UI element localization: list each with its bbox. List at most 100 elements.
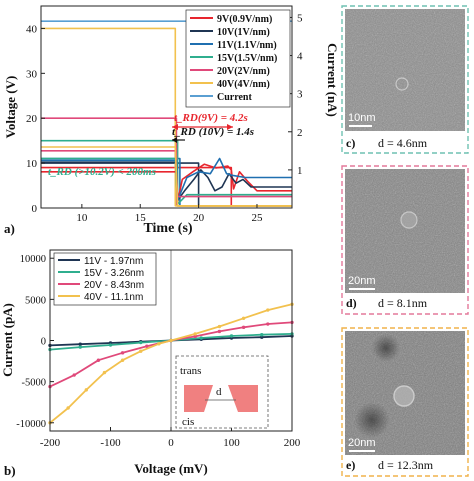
- b-ytick-label: 5000: [25, 295, 46, 306]
- rd-high-annotation: t_RD (>10.2V) < 200ms: [48, 166, 156, 178]
- legend-b-20v: 20V - 8.43nm: [84, 280, 144, 291]
- legend-a-15v: 15V(1.5V/nm): [217, 53, 277, 64]
- iv-point-20v-8-43nm: [266, 322, 270, 326]
- rd10-annotation: t_RD (10V) = 1.4s: [172, 126, 254, 138]
- iv-point-15v-3-26nm: [260, 333, 264, 337]
- tem-panel-e: 20nm e) d = 12.3nm: [341, 327, 469, 477]
- iv-point-40v-11-1nm: [139, 349, 143, 353]
- panel-a-annotations: t_RD(9V) = 4.2s t_RD (10V) = 1.4s t_RD (…: [48, 112, 254, 178]
- series-current-40v: [41, 146, 292, 207]
- panel-a-y2label: Current (nA): [325, 43, 340, 117]
- iv-point-15v-3-26nm: [199, 336, 203, 340]
- a-ytick-label: 30: [26, 68, 38, 80]
- scalebar-e-label: 20nm: [348, 437, 376, 449]
- iv-point-40v-11-1nm: [84, 388, 89, 392]
- inset-membrane-right: [228, 385, 258, 412]
- panel-b-legend-swatches: [58, 259, 80, 297]
- iv-point-11v-1-97nm: [78, 342, 82, 346]
- rd9-arrowhead-left: [172, 124, 178, 130]
- b-ytick-label: 10000: [20, 254, 46, 265]
- a-y2tick-label: 2: [297, 127, 303, 139]
- a-y2tick-label: 5: [297, 12, 303, 24]
- panel-a: 10 15 20 25 0 10 20 30 40 1 2 3 4 5 Voltage (V) Curre…: [3, 5, 340, 236]
- legend-b-40v: 40V - 11.1nm: [84, 292, 143, 303]
- panel-a-legend-box: [185, 9, 291, 108]
- b-xtick-label: 100: [223, 437, 240, 449]
- b-ytick-label: -10000: [16, 419, 46, 430]
- panel-b-ylabel: Current (pA): [0, 303, 15, 377]
- legend-b-11v: 11V - 1.97nm: [84, 256, 143, 267]
- rd9-annotation: t_RD(9V) = 4.2s: [174, 112, 248, 124]
- rd10-arrowhead: [172, 137, 177, 143]
- nanopore-inset: trans d cis: [175, 355, 269, 429]
- panel-b-legend: 11V - 1.97nm 15V - 3.26nm 20V - 8.43nm 4…: [53, 252, 157, 306]
- scalebar-d-label: 20nm: [348, 275, 376, 287]
- legend-a-20v: 20V(2V/nm): [217, 66, 270, 77]
- iv-point-40v-11-1nm: [102, 370, 107, 375]
- legend-a-10v: 10V(1V/nm): [217, 27, 270, 38]
- iv-point-20v-8-43nm: [193, 334, 197, 339]
- legend-a-current: Current: [217, 92, 252, 103]
- panel-b-xlabel: Voltage (mV): [134, 461, 208, 476]
- a-xtick-label: 20: [193, 212, 205, 224]
- panel-a-xlabel: Time (s): [143, 221, 192, 236]
- b-ytick-label: -5000: [22, 378, 47, 389]
- a-xtick-label: 15: [135, 212, 147, 224]
- iv-point-20v-8-43nm: [120, 351, 125, 355]
- tem-panel-d: 20nm d) d = 8.1nm: [341, 165, 469, 315]
- panel-a-frame: [40, 5, 293, 209]
- iv-point-20v-8-43nm: [72, 373, 76, 377]
- legend-b-15v: 15V - 3.26nm: [84, 268, 144, 279]
- a-ytick-label: 10: [26, 158, 38, 170]
- iv-point-40v-11-1nm: [193, 332, 197, 336]
- tem-image-d-grain: [345, 169, 465, 293]
- b-xtick-label: 200: [284, 437, 301, 449]
- legend-a-40v: 40V(4V/nm): [217, 79, 270, 90]
- inset-d-label: d: [216, 386, 222, 398]
- panel-d-value: d = 8.1nm: [378, 296, 428, 310]
- dark-particle-1: [372, 334, 400, 362]
- a-xtick-label: 25: [251, 212, 263, 224]
- panel-a-ticks: 10 15 20 25 0 10 20 30 40 1 2 3 4 5: [26, 12, 303, 224]
- tem-image-c-grain: [345, 9, 465, 131]
- legend-a-9v: 9V(0.9V/nm): [217, 14, 272, 25]
- iv-point-15v-3-26nm: [78, 345, 82, 349]
- iv-point-40v-11-1nm: [120, 358, 125, 362]
- panel-a-legend-swatches: [190, 17, 213, 97]
- pore-d: [400, 211, 418, 229]
- iv-point-40v-11-1nm: [217, 324, 222, 329]
- iv-point-40v-11-1nm: [66, 406, 70, 410]
- a-ytick-label: 20: [26, 113, 38, 125]
- scalebar-c-label: 10nm: [348, 112, 376, 124]
- iv-point-40v-11-1nm: [169, 338, 173, 343]
- a-ytick-label: 40: [26, 23, 38, 35]
- panel-d-label: d): [346, 296, 357, 310]
- iv-point-20v-8-43nm: [241, 325, 246, 330]
- panel-a-label: a): [4, 221, 15, 236]
- iv-point-20v-8-43nm: [96, 358, 101, 362]
- b-xtick-label: 0: [168, 437, 174, 449]
- a-y2tick-label: 4: [297, 51, 303, 63]
- panel-c-value: d = 4.6nm: [378, 136, 428, 150]
- panel-c-label: c): [346, 136, 355, 150]
- iv-point-40v-11-1nm: [266, 308, 270, 312]
- iv-point-20v-8-43nm: [145, 344, 149, 348]
- panel-a-series: [41, 20, 292, 207]
- series-current-15v: [41, 157, 292, 205]
- iv-point-40v-11-1nm: [157, 342, 161, 346]
- inset-membrane-left: [184, 385, 213, 412]
- b-xtick-label: -200: [40, 437, 61, 449]
- panel-e-value: d = 12.3nm: [378, 458, 434, 472]
- panel-a-ylabel: Voltage (V): [3, 76, 18, 139]
- a-ytick-label: 0: [32, 203, 38, 215]
- panel-b-label: b): [4, 463, 16, 478]
- iv-point-15v-3-26nm: [139, 340, 143, 345]
- iv-point-11v-1-97nm: [260, 335, 264, 339]
- pore-e: [393, 385, 415, 407]
- panel-b-ticks: -200 -100 0 100 200 -10000 -5000 0 5000 10000: [16, 254, 301, 449]
- rd9-arrowhead-right: [227, 124, 233, 130]
- a-y2tick-label: 1: [297, 165, 303, 177]
- panel-b: -200 -100 0 100 200 -10000 -5000 0 5000 10000 Cur…: [0, 249, 301, 478]
- panel-b-series: [48, 250, 294, 431]
